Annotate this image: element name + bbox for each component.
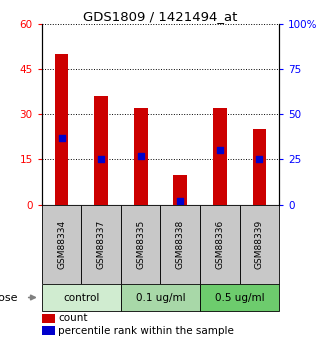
- Point: [217, 148, 222, 153]
- Bar: [200, 284, 279, 311]
- Point: [99, 157, 104, 162]
- Bar: [240, 205, 279, 284]
- Text: dose: dose: [0, 293, 18, 303]
- Bar: [42, 326, 55, 335]
- Text: control: control: [63, 293, 100, 303]
- Point: [138, 153, 143, 159]
- Bar: [160, 205, 200, 284]
- Bar: [173, 175, 187, 205]
- Text: GSM88337: GSM88337: [97, 220, 106, 269]
- Bar: [42, 205, 81, 284]
- Bar: [253, 129, 266, 205]
- Bar: [200, 205, 240, 284]
- Text: GSM88334: GSM88334: [57, 220, 66, 269]
- Text: GSM88338: GSM88338: [176, 220, 185, 269]
- Bar: [42, 314, 55, 323]
- Text: percentile rank within the sample: percentile rank within the sample: [58, 326, 234, 336]
- Bar: [42, 284, 121, 311]
- Bar: [94, 96, 108, 205]
- Point: [59, 135, 64, 140]
- Bar: [213, 108, 227, 205]
- Bar: [81, 205, 121, 284]
- Text: GSM88336: GSM88336: [215, 220, 224, 269]
- Point: [178, 198, 183, 204]
- Bar: [55, 54, 68, 205]
- Text: 0.5 ug/ml: 0.5 ug/ml: [215, 293, 265, 303]
- Bar: [121, 205, 160, 284]
- Bar: [121, 284, 200, 311]
- Text: count: count: [58, 314, 88, 324]
- Title: GDS1809 / 1421494_at: GDS1809 / 1421494_at: [83, 10, 238, 23]
- Point: [257, 157, 262, 162]
- Text: GSM88335: GSM88335: [136, 220, 145, 269]
- Text: GSM88339: GSM88339: [255, 220, 264, 269]
- Text: 0.1 ug/ml: 0.1 ug/ml: [136, 293, 185, 303]
- Bar: [134, 108, 148, 205]
